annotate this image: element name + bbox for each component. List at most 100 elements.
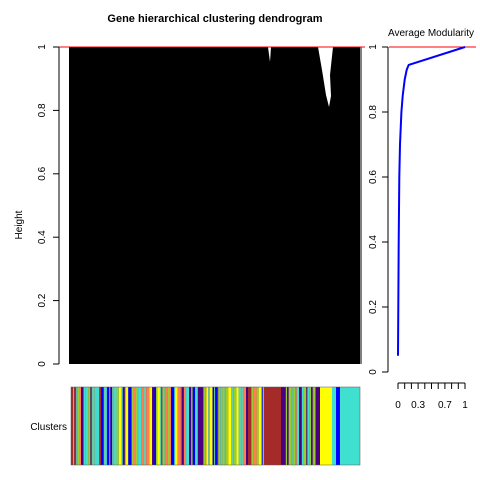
cluster-stripe xyxy=(217,387,219,465)
cluster-stripe xyxy=(281,387,284,465)
cluster-stripe xyxy=(143,387,147,465)
cluster-stripe xyxy=(175,387,178,465)
cluster-stripe xyxy=(125,387,129,465)
modularity-y-tick-label: 0.4 xyxy=(368,235,379,249)
cluster-stripe xyxy=(224,387,226,465)
modularity-x-tick-label: 0.3 xyxy=(411,400,425,411)
modularity-y-tick-label: 0.6 xyxy=(368,170,379,184)
modularity-y-axis: 0 0.2 0.4 0.6 0.8 1 xyxy=(368,44,389,375)
cluster-stripe xyxy=(90,387,92,465)
modularity-series-line xyxy=(397,46,466,356)
cluster-stripe xyxy=(138,387,142,465)
cluster-stripe xyxy=(203,387,206,465)
cluster-stripe xyxy=(180,387,182,465)
cluster-stripe xyxy=(295,387,297,465)
dendrogram-gap xyxy=(318,47,333,107)
cluster-stripe xyxy=(164,387,166,465)
dendrogram-y-tick-label: 0.8 xyxy=(37,103,48,117)
cluster-stripe xyxy=(94,387,97,465)
cluster-stripe xyxy=(79,387,82,465)
cluster-stripe xyxy=(301,387,304,465)
dendrogram-y-axis-label: Height xyxy=(14,210,25,239)
cluster-stripe xyxy=(177,387,181,465)
cluster-stripe xyxy=(162,387,165,465)
cluster-stripe xyxy=(146,387,150,465)
cluster-stripe xyxy=(264,387,281,465)
modularity-title: Average Modularity xyxy=(388,28,474,39)
cluster-stripe xyxy=(182,387,184,465)
cluster-stripe xyxy=(159,387,162,465)
modularity-y-tick-label: 0 xyxy=(368,369,379,375)
cluster-stripe xyxy=(246,387,249,465)
cluster-stripe xyxy=(193,387,196,465)
cluster-stripe xyxy=(256,387,259,465)
cluster-stripe xyxy=(292,387,294,465)
dendrogram-y-tick-label: 0.6 xyxy=(37,166,48,180)
cluster-stripe xyxy=(161,387,163,465)
cluster-stripe xyxy=(165,387,168,465)
cluster-color-bar xyxy=(70,386,361,466)
color-bar-label: Clusters xyxy=(30,422,67,433)
cluster-stripe xyxy=(243,387,247,465)
cluster-stripe xyxy=(128,387,132,465)
cluster-stripe xyxy=(212,387,215,465)
cluster-stripe xyxy=(174,387,176,465)
cluster-stripe xyxy=(149,387,153,465)
cluster-stripe xyxy=(332,387,336,465)
dendrogram-y-tick-label: 1 xyxy=(37,44,48,50)
cluster-stripe xyxy=(201,387,204,465)
cluster-stripe xyxy=(306,387,308,465)
cluster-stripe xyxy=(76,387,78,465)
cluster-stripe xyxy=(71,387,74,465)
cluster-stripe xyxy=(296,387,300,465)
cluster-stripe xyxy=(141,387,144,465)
cluster-stripe xyxy=(205,387,207,465)
cluster-stripe xyxy=(311,387,313,465)
cluster-stripe xyxy=(299,387,302,465)
cluster-stripe xyxy=(303,387,307,465)
cluster-stripe xyxy=(112,387,114,465)
cluster-stripe xyxy=(121,387,123,465)
modularity-x-tick-label: 1 xyxy=(462,400,468,411)
cluster-stripe xyxy=(124,387,126,465)
cluster-stripe xyxy=(192,387,194,465)
cluster-stripe xyxy=(152,387,155,465)
cluster-stripe xyxy=(340,387,360,465)
cluster-stripe xyxy=(109,387,111,465)
dendrogram-body xyxy=(69,47,362,364)
cluster-stripe xyxy=(220,387,223,465)
cluster-stripe xyxy=(320,387,332,465)
cluster-stripe xyxy=(214,387,216,465)
cluster-stripe xyxy=(248,387,252,465)
cluster-stripe xyxy=(215,387,217,465)
cluster-stripe xyxy=(74,387,77,465)
cluster-stripe xyxy=(262,387,265,465)
cluster-stripe xyxy=(154,387,157,465)
cluster-stripe xyxy=(206,387,209,465)
cluster-stripe xyxy=(104,387,107,465)
cluster-stripe xyxy=(241,387,244,465)
cluster-stripe xyxy=(285,387,288,465)
cluster-stripe xyxy=(137,387,139,465)
cluster-stripe xyxy=(313,387,316,465)
modularity-y-ticks: 0 0.2 0.4 0.6 0.8 1 xyxy=(368,44,388,375)
cluster-stripe xyxy=(85,387,89,465)
cluster-stripe xyxy=(291,387,293,465)
cluster-stripe xyxy=(253,387,257,465)
dendrogram-gap xyxy=(268,47,271,62)
cluster-stripe xyxy=(106,387,110,465)
cluster-stripe xyxy=(197,387,200,465)
cluster-stripe xyxy=(114,387,117,465)
cluster-stripe xyxy=(208,387,210,465)
cluster-stripe xyxy=(195,387,198,465)
cluster-stripe xyxy=(131,387,134,465)
cluster-stripe xyxy=(199,387,202,465)
cluster-stripe xyxy=(83,387,86,465)
cluster-stripe xyxy=(110,387,113,465)
cluster-stripe xyxy=(157,387,160,465)
cluster-stripe xyxy=(191,387,193,465)
cluster-stripe xyxy=(288,387,292,465)
modularity-x-ticks: 0 0.3 0.7 1 xyxy=(395,383,468,411)
cluster-stripe xyxy=(236,387,239,465)
